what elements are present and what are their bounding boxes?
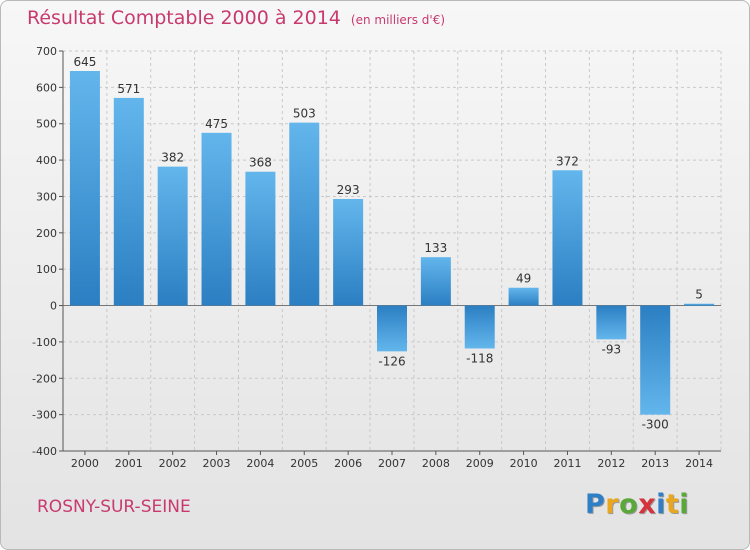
- y-tick-label: 100: [36, 263, 57, 276]
- logo-letter: i: [656, 489, 666, 520]
- bar-2012: [596, 305, 627, 340]
- bar-2007: [377, 305, 407, 352]
- bar-2009: [464, 305, 495, 349]
- data-label-2000: 645: [73, 55, 96, 69]
- data-label-2001: 571: [117, 82, 140, 96]
- y-tick-label: -200: [32, 372, 57, 385]
- unit-text: (en milliers d'€): [350, 13, 446, 27]
- bar-2002: [157, 166, 188, 306]
- y-tick-label: 400: [36, 154, 57, 167]
- x-tick-label-2001: 2001: [115, 457, 143, 470]
- bar-2011: [552, 170, 583, 306]
- title-text: Résultat Comptable 2000 à 2014: [27, 7, 341, 29]
- data-label-2005: 503: [293, 107, 316, 121]
- logo-letter: i: [679, 489, 690, 520]
- x-tick-label-2004: 2004: [246, 457, 274, 470]
- bar-2005: [289, 122, 320, 306]
- x-tick-label-2000: 2000: [71, 457, 99, 470]
- bar-2004: [245, 171, 276, 306]
- bar-2000: [69, 71, 100, 306]
- y-tick-label: -300: [32, 409, 57, 422]
- y-tick-label: 700: [36, 45, 57, 58]
- commune-name: ROSNY-SUR-SEINE: [37, 497, 191, 517]
- bar-2014: [684, 303, 715, 306]
- x-tick-label-2005: 2005: [290, 457, 318, 470]
- logo-letter: P: [585, 489, 606, 520]
- data-label-2004: 368: [249, 156, 272, 170]
- x-tick-label-2009: 2009: [466, 457, 494, 470]
- bar-2001: [113, 97, 144, 306]
- data-label-2012: -93: [602, 342, 622, 356]
- logo-letter: x: [638, 489, 657, 520]
- data-label-2009: -118: [466, 351, 493, 365]
- data-labels: 645 571 382 475 368 503 293 -126 133 -118 49 372 -93…: [73, 55, 702, 432]
- x-tick-label-2013: 2013: [641, 457, 669, 470]
- y-tick-label: -100: [32, 336, 57, 349]
- y-tick-label: 200: [36, 227, 57, 240]
- proxiti-logo: Proxiti: [585, 489, 689, 520]
- x-tick-label-2007: 2007: [378, 457, 406, 470]
- y-tick-label: 300: [36, 190, 57, 203]
- y-tick-label: 600: [36, 81, 57, 94]
- data-label-2007: -126: [378, 354, 405, 368]
- y-tick-label: 0: [50, 300, 57, 313]
- data-label-2011: 372: [556, 154, 579, 168]
- data-label-2010: 49: [516, 272, 531, 286]
- data-label-2014: 5: [695, 288, 703, 302]
- bar-2008: [420, 257, 451, 306]
- bar-2013: [640, 305, 671, 415]
- x-tick-label-2008: 2008: [422, 457, 450, 470]
- data-label-2008: 133: [424, 241, 447, 255]
- x-tick-label-2014: 2014: [685, 457, 713, 470]
- bar-2010: [508, 287, 539, 306]
- logo-letter: o: [619, 489, 639, 520]
- y-tick-label: -400: [32, 445, 57, 458]
- data-label-2006: 293: [337, 183, 360, 197]
- data-label-2003: 475: [205, 117, 228, 131]
- grid-lines: [62, 50, 722, 452]
- chart-title: Résultat Comptable 2000 à 2014 (en millie…: [27, 7, 445, 29]
- bar-2006: [333, 199, 364, 306]
- x-tick-label-2011: 2011: [553, 457, 581, 470]
- x-tick-label-2006: 2006: [334, 457, 362, 470]
- bar-2003: [201, 132, 232, 306]
- bars: [69, 71, 715, 415]
- data-label-2002: 382: [161, 151, 184, 165]
- y-tick-label: 500: [36, 118, 57, 131]
- x-tick-label-2012: 2012: [597, 457, 625, 470]
- x-tick-label-2002: 2002: [159, 457, 187, 470]
- logo-letter: r: [605, 489, 620, 520]
- x-tick-label-2010: 2010: [510, 457, 538, 470]
- data-label-2013: -300: [642, 418, 669, 432]
- logo-letter: t: [665, 489, 680, 520]
- x-tick-label-2003: 2003: [203, 457, 231, 470]
